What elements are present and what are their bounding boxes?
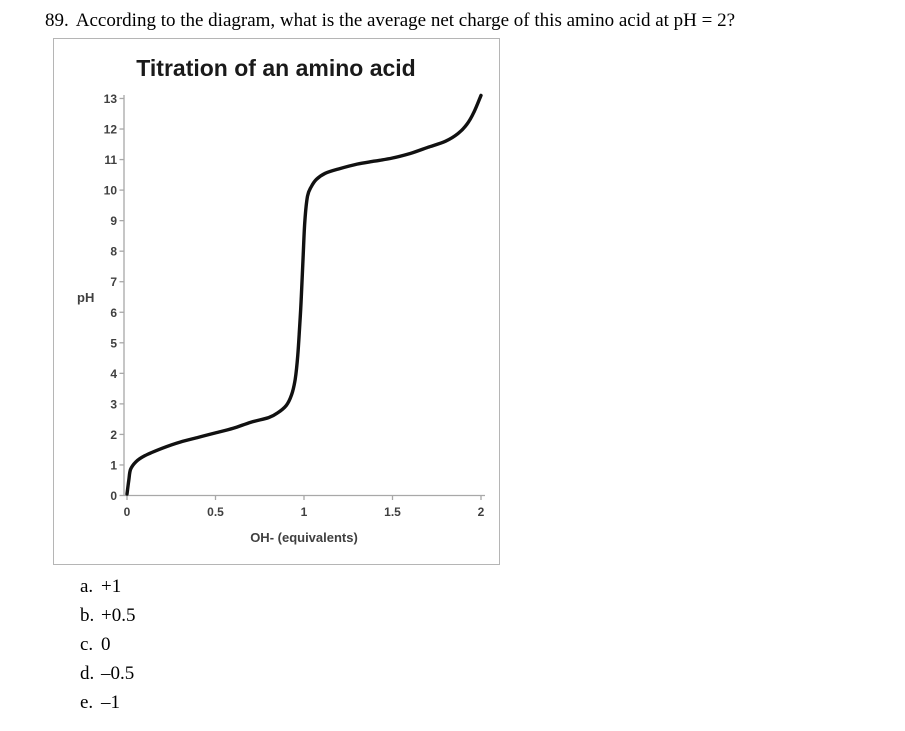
y-tick-label: 4 xyxy=(110,367,117,381)
y-tick-label: 7 xyxy=(110,275,117,289)
option-text: +1 xyxy=(101,576,122,597)
question: 89. According to the diagram, what is the… xyxy=(45,9,845,33)
chart-title: Titration of an amino acid xyxy=(136,55,415,81)
answer-option-e: e. –1 xyxy=(80,692,135,721)
y-axis-label: pH xyxy=(77,290,94,305)
option-text: +0.5 xyxy=(101,605,136,626)
x-tick-label: 1.5 xyxy=(384,505,401,519)
question-text: According to the diagram, what is the av… xyxy=(75,10,736,31)
option-letter: b. xyxy=(80,605,95,626)
y-tick-label: 11 xyxy=(104,153,117,167)
y-tick-label: 9 xyxy=(110,214,117,228)
option-letter: c. xyxy=(80,634,94,655)
x-axis-label: OH- (equivalents) xyxy=(250,530,358,545)
option-letter: e. xyxy=(80,692,94,713)
chart-canvas: Titration of an amino acid pH OH- (equiv… xyxy=(77,55,485,545)
answer-option-c: c. 0 xyxy=(80,634,135,663)
y-tick-label: 13 xyxy=(104,92,118,106)
answer-option-a: a. +1 xyxy=(80,576,135,605)
y-tick-label: 6 xyxy=(110,306,117,320)
answer-options: a. +1 b. +0.5 c. 0 d. –0.5 e. –1 xyxy=(80,576,135,721)
x-tick-label: 1 xyxy=(301,505,308,519)
y-tick-label: 0 xyxy=(110,489,117,503)
option-letter: a. xyxy=(80,576,94,597)
x-tick-label: 0.5 xyxy=(207,505,224,519)
y-tick-label: 1 xyxy=(110,458,117,472)
titration-curve xyxy=(125,93,483,496)
option-letter: d. xyxy=(80,663,95,684)
titration-chart-figure: Titration of an amino acid pH OH- (equiv… xyxy=(53,38,500,565)
option-text: –0.5 xyxy=(101,663,135,684)
x-tick-label: 2 xyxy=(478,505,485,519)
option-text: 0 xyxy=(101,634,111,655)
y-tick-label: 12 xyxy=(104,123,118,137)
y-tick-label: 10 xyxy=(104,184,118,198)
option-text: –1 xyxy=(101,692,120,713)
y-tick-label: 8 xyxy=(110,245,117,259)
y-tick-label: 3 xyxy=(110,397,117,411)
question-number: 89. xyxy=(45,10,69,31)
y-tick-label: 2 xyxy=(110,428,117,442)
answer-option-b: b. +0.5 xyxy=(80,605,135,634)
x-tick-label: 0 xyxy=(124,505,131,519)
y-tick-label: 5 xyxy=(110,336,117,350)
answer-option-d: d. –0.5 xyxy=(80,663,135,692)
